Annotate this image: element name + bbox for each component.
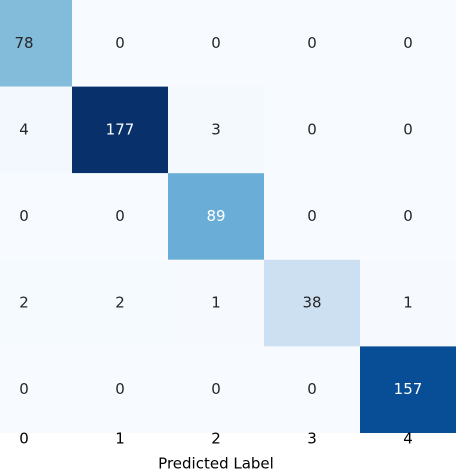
cell-label: 0 — [403, 120, 413, 138]
cell-label: 0 — [115, 207, 125, 225]
cell-label: 0 — [211, 380, 221, 398]
cell-label: 89 — [206, 207, 225, 225]
heatmap-cell — [360, 86, 456, 174]
cell-label: 4 — [19, 120, 29, 138]
cell-label: 0 — [307, 207, 317, 225]
cell-label: 78 — [14, 34, 33, 52]
cell-label: 38 — [302, 294, 321, 312]
x-tick-label: 3 — [307, 430, 317, 448]
heatmap-cell — [360, 173, 456, 260]
cell-label: 2 — [115, 294, 125, 312]
cell-label: 1 — [403, 294, 413, 312]
heatmap-cell — [72, 86, 168, 174]
heatmap-cell — [168, 173, 264, 260]
x-tick-label: 4 — [403, 430, 413, 448]
cell-label: 0 — [307, 34, 317, 52]
x-tick-label: 1 — [115, 430, 125, 448]
heatmap-cell — [0, 0, 72, 87]
heatmap-cell — [264, 173, 360, 260]
cell-label: 157 — [394, 380, 423, 398]
heatmap-cell — [360, 0, 456, 87]
heatmap-cell — [0, 86, 72, 174]
heatmap-cell — [264, 86, 360, 174]
cell-label: 0 — [403, 207, 413, 225]
cell-label: 3 — [211, 120, 221, 138]
heatmap-cell — [264, 259, 360, 347]
heatmap-cell — [168, 0, 264, 87]
heatmap-cell — [264, 0, 360, 87]
heatmap-cell — [0, 259, 72, 347]
heatmap-cell — [0, 346, 72, 433]
cell-label: 0 — [211, 34, 221, 52]
cell-label: 0 — [115, 380, 125, 398]
cell-label: 0 — [115, 34, 125, 52]
heatmap-cell — [360, 259, 456, 347]
cell-label: 2 — [19, 294, 29, 312]
cell-label: 0 — [403, 34, 413, 52]
heatmap-cell — [72, 173, 168, 260]
heatmap-cell — [168, 346, 264, 433]
heatmap-cell — [360, 346, 456, 433]
heatmap-cell — [264, 346, 360, 433]
heatmap-cell — [168, 259, 264, 347]
cell-label: 0 — [307, 120, 317, 138]
heatmap-cell — [168, 86, 264, 174]
heatmap-cell — [72, 0, 168, 87]
cell-label: 0 — [19, 380, 29, 398]
heatmap-cell — [0, 173, 72, 260]
cell-label: 1 — [211, 294, 221, 312]
cell-label: 0 — [19, 207, 29, 225]
x-tick-label: 0 — [19, 430, 29, 448]
heatmap-cell — [72, 346, 168, 433]
x-tick-label: 2 — [211, 430, 221, 448]
heatmap-cell — [72, 259, 168, 347]
x-axis-label: Predicted Label — [158, 455, 274, 473]
cell-label: 0 — [307, 380, 317, 398]
cell-label: 177 — [106, 120, 135, 138]
